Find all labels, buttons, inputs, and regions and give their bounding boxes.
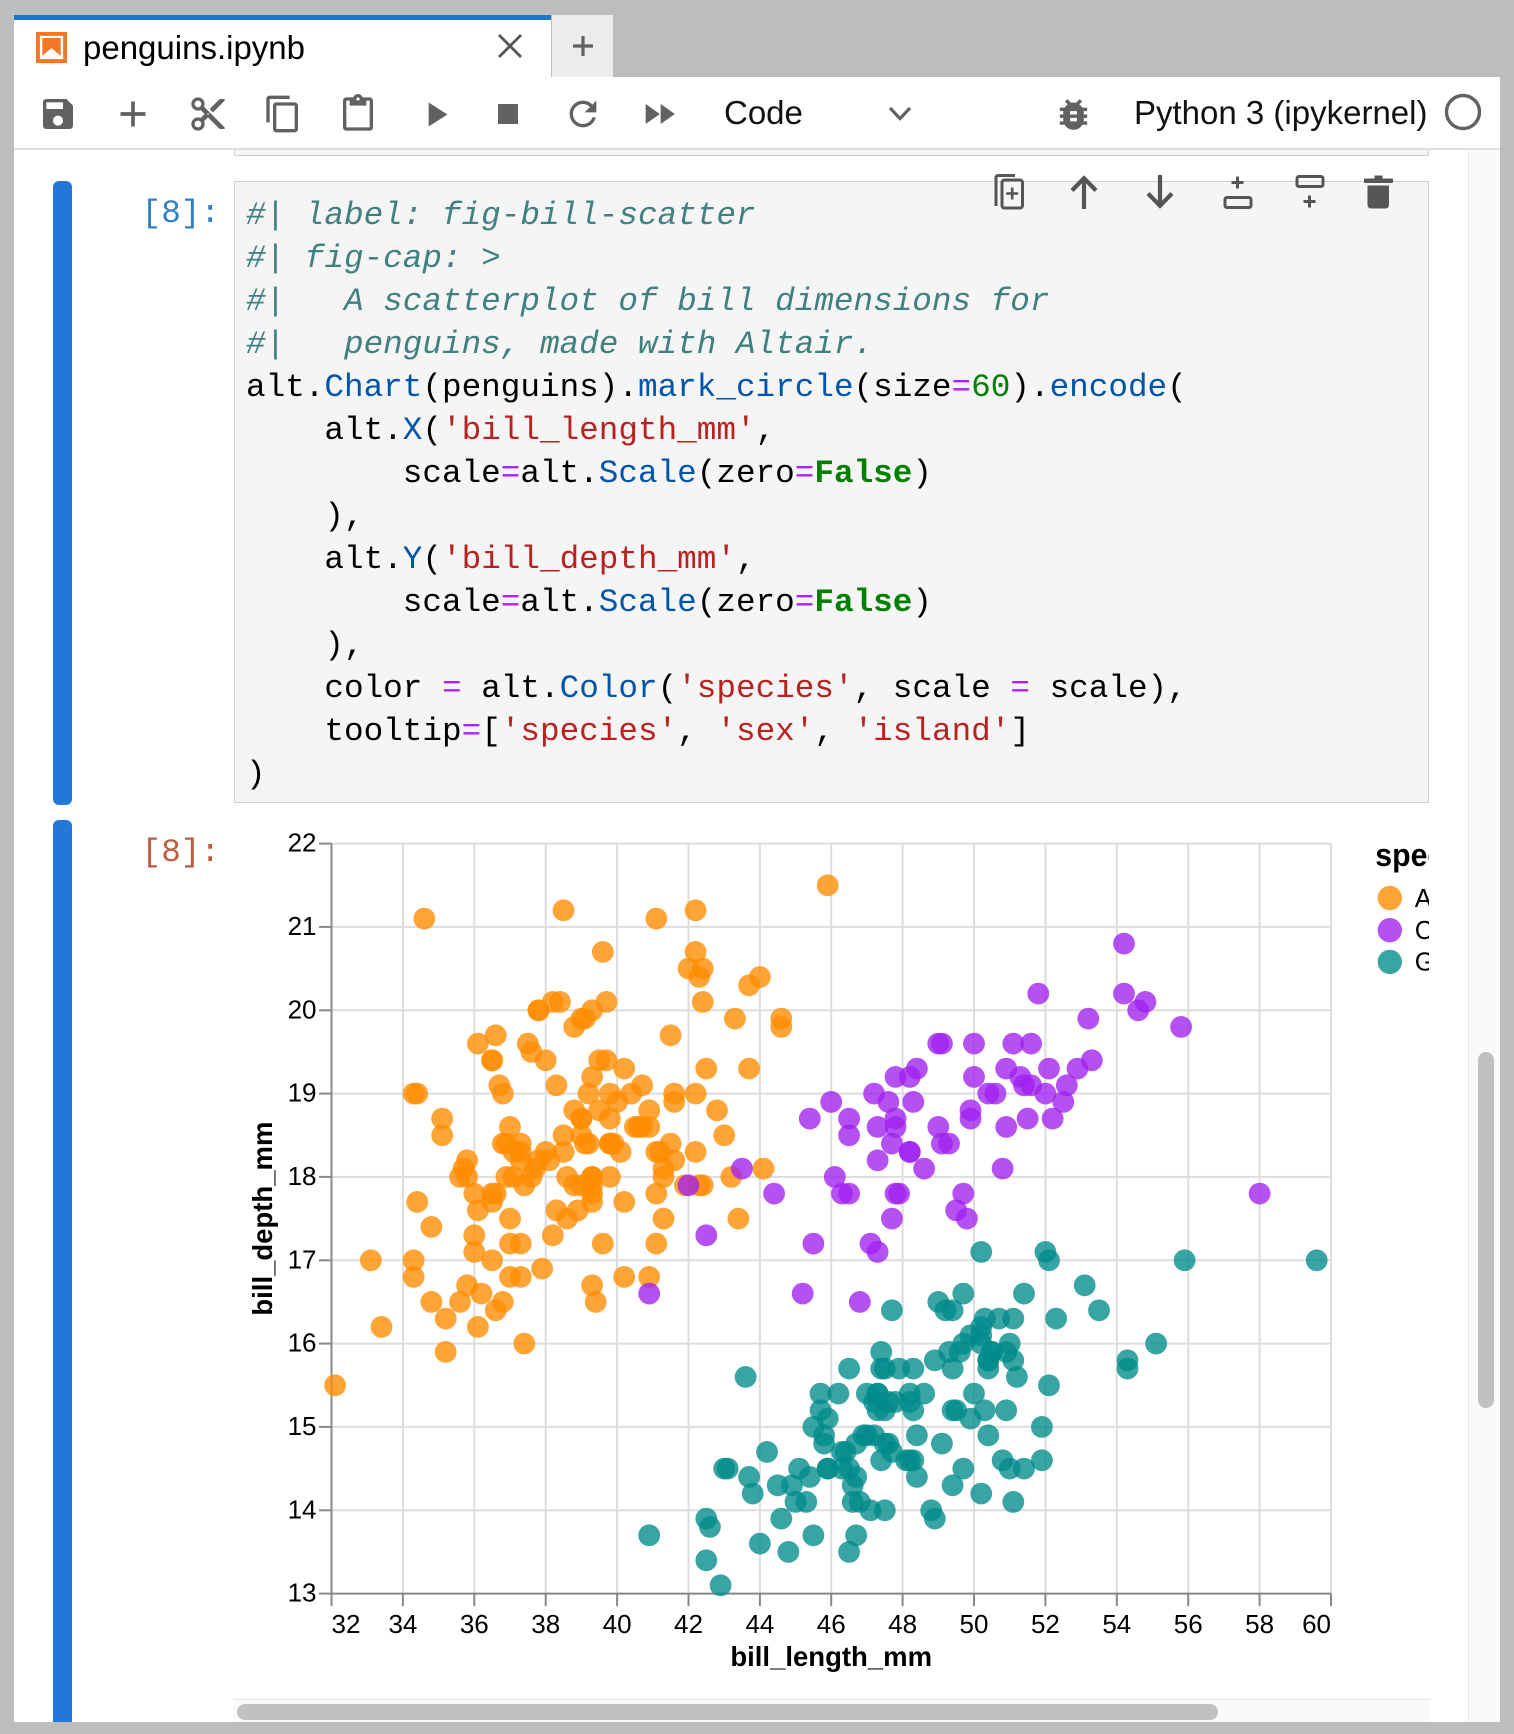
svg-text:60: 60: [1302, 1609, 1331, 1639]
svg-text:46: 46: [817, 1609, 846, 1639]
svg-text:21: 21: [288, 911, 317, 941]
svg-text:bill_length_mm: bill_length_mm: [730, 1641, 932, 1672]
svg-text:16: 16: [288, 1328, 317, 1358]
svg-text:Chinstrap: Chinstrap: [1415, 917, 1429, 945]
svg-text:19: 19: [288, 1078, 317, 1108]
svg-text:48: 48: [888, 1609, 917, 1639]
svg-text:bill_depth_mm: bill_depth_mm: [247, 1122, 278, 1316]
svg-text:Gentoo: Gentoo: [1415, 949, 1429, 977]
svg-text:36: 36: [460, 1609, 489, 1639]
svg-text:17: 17: [288, 1244, 317, 1274]
svg-text:18: 18: [288, 1161, 317, 1191]
svg-text:20: 20: [288, 994, 317, 1024]
svg-text:52: 52: [1031, 1609, 1060, 1639]
svg-text:42: 42: [674, 1609, 703, 1639]
svg-text:58: 58: [1245, 1609, 1274, 1639]
svg-text:13: 13: [288, 1578, 317, 1608]
svg-text:Adelie: Adelie: [1415, 885, 1429, 913]
svg-text:44: 44: [745, 1609, 774, 1639]
svg-text:56: 56: [1174, 1609, 1203, 1639]
svg-text:14: 14: [288, 1494, 317, 1524]
svg-text:15: 15: [288, 1411, 317, 1441]
svg-text:40: 40: [603, 1609, 632, 1639]
svg-text:38: 38: [531, 1609, 560, 1639]
svg-text:32: 32: [332, 1609, 361, 1639]
svg-text:species: species: [1375, 837, 1429, 873]
svg-text:22: 22: [288, 828, 317, 858]
svg-text:50: 50: [960, 1609, 989, 1639]
svg-text:34: 34: [388, 1609, 417, 1639]
svg-text:54: 54: [1102, 1609, 1131, 1639]
